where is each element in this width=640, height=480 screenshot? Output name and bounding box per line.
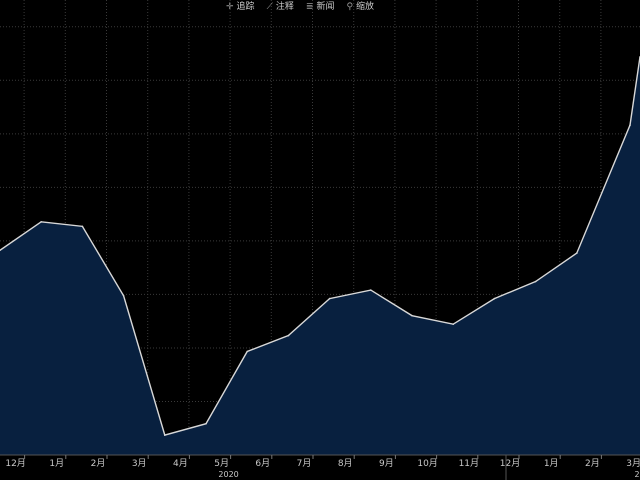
data-point: [81, 225, 84, 228]
data-point: [246, 350, 248, 353]
data-point: [534, 280, 537, 283]
area-fill: [0, 56, 640, 455]
tool-crosshair[interactable]: ✛ 追踪: [226, 0, 255, 14]
x-tick-label: 12月: [500, 458, 520, 469]
x-tick-label: 2月: [91, 458, 106, 469]
x-tick-label: 1月: [49, 458, 64, 469]
data-point: [370, 289, 372, 291]
zoom-icon: ⚲: [346, 2, 354, 12]
tool-news[interactable]: ≣ 新闻: [306, 0, 335, 14]
tool-crosshair-label: 追踪: [236, 2, 255, 12]
x-tick-label: 11月: [459, 458, 479, 469]
data-point: [164, 434, 166, 436]
data-point: [328, 297, 331, 300]
x-tick-label: 7月: [297, 458, 312, 469]
data-point: [287, 334, 290, 337]
data-point: [40, 221, 42, 223]
data-point: [205, 422, 207, 425]
data-point: [493, 297, 496, 300]
x-tick-label: 3月: [626, 458, 640, 469]
data-point: [576, 252, 578, 254]
x-tick-label: 3月: [132, 458, 147, 469]
data-point: [0, 249, 1, 252]
pencil-icon: ⟋: [266, 2, 273, 12]
x-tick-label: 8月: [338, 458, 353, 469]
tool-annotate[interactable]: ⟋ 注释: [267, 0, 294, 14]
x-tick-label: 6月: [255, 458, 270, 469]
year-label: 20: [635, 470, 640, 479]
tool-zoom[interactable]: ⚲ 缩放: [346, 0, 374, 14]
tool-zoom-label: 缩放: [356, 2, 375, 12]
x-tick-label: 5月: [214, 458, 229, 469]
vertical-gridlines: [23, 0, 602, 455]
data-points: [0, 56, 640, 436]
data-point: [629, 124, 631, 126]
news-icon: ≣: [305, 2, 314, 12]
chart-toolbar: ✛ 追踪 ⟋ 注释 ≣ 新闻 ⚲ 缩放: [226, 0, 374, 14]
x-tick-label: 12月: [5, 458, 25, 469]
crosshair-icon: ✛: [226, 2, 234, 12]
year-labels: 202020: [218, 470, 640, 479]
data-point: [452, 323, 455, 325]
x-tick-label: 1月: [544, 458, 559, 469]
x-tick-label: 9月: [379, 458, 394, 469]
data-point: [411, 314, 413, 317]
year-label: 2020: [218, 470, 238, 479]
tool-annotate-label: 注释: [275, 2, 294, 12]
tool-news-label: 新闻: [316, 2, 335, 12]
x-tick-label: 10月: [417, 458, 437, 469]
x-tick-labels: 12月 1月 2月 3月 4月 5月 6月 7月 8月 9月 10月 11月 12月 1月 2月 3月: [5, 455, 640, 469]
x-tick-label: 4月: [173, 458, 188, 469]
data-point: [122, 294, 125, 297]
x-tick-label: 2月: [585, 458, 600, 469]
